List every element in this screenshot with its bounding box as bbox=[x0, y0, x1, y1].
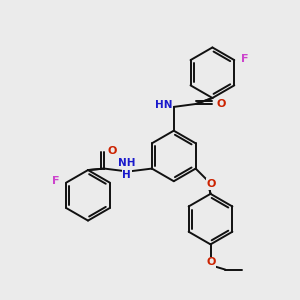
Text: O: O bbox=[206, 257, 216, 267]
Text: O: O bbox=[216, 99, 225, 109]
Text: H: H bbox=[122, 169, 131, 179]
Text: HN: HN bbox=[154, 100, 172, 110]
Text: F: F bbox=[52, 176, 59, 186]
Text: F: F bbox=[241, 54, 248, 64]
Text: O: O bbox=[206, 179, 216, 189]
Text: NH: NH bbox=[118, 158, 135, 168]
Text: O: O bbox=[108, 146, 117, 156]
